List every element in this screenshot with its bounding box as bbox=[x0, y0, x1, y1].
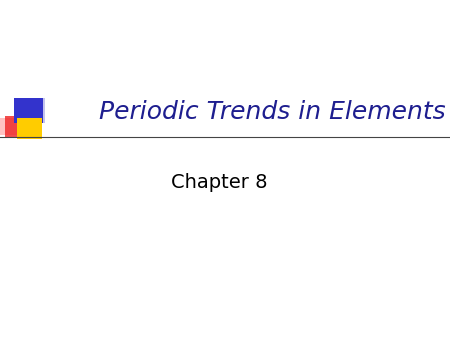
Bar bbox=[17, 118, 42, 139]
Text: Periodic Trends in Elements: Periodic Trends in Elements bbox=[99, 99, 446, 124]
Bar bbox=[14, 98, 43, 123]
Bar bbox=[27, 98, 45, 123]
Bar bbox=[4, 116, 29, 137]
Text: Chapter 8: Chapter 8 bbox=[171, 173, 267, 192]
Bar bbox=[0, 118, 18, 135]
